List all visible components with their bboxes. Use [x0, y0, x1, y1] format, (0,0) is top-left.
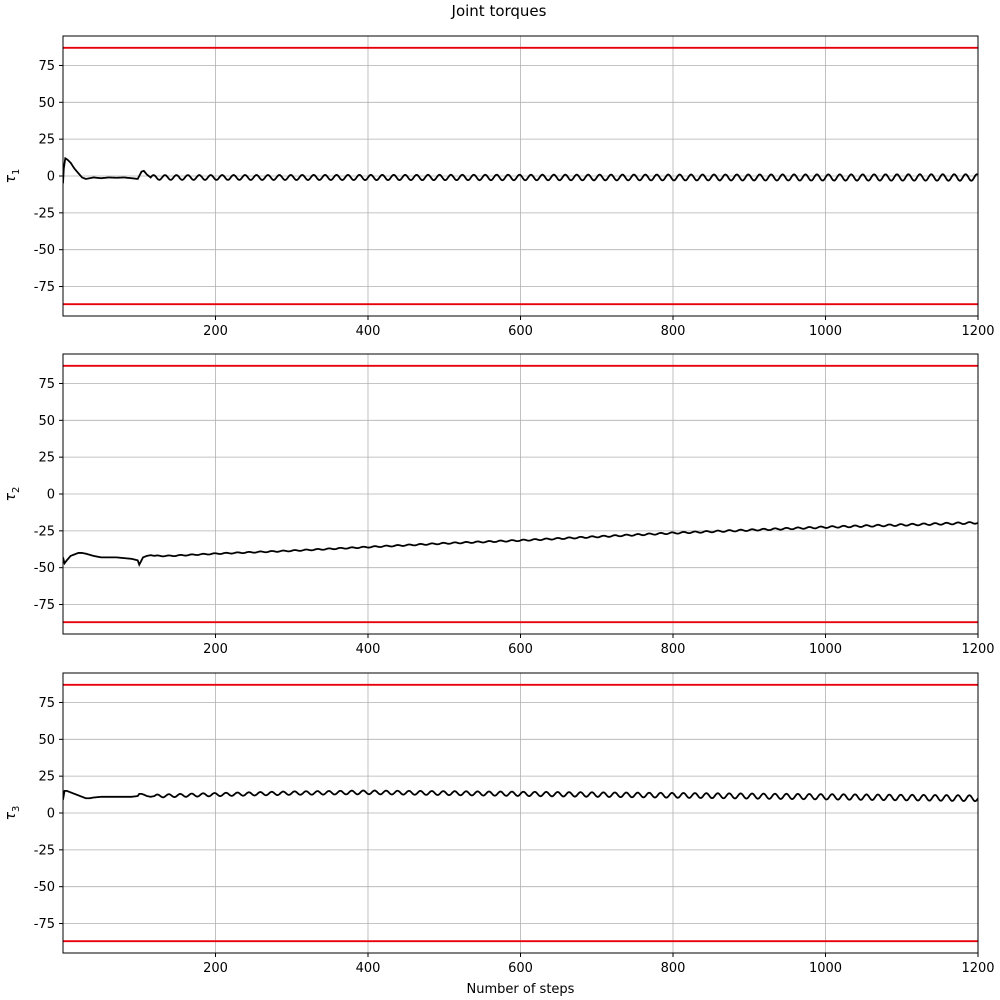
subplot-2: 200 400 600 800 1000 1200 -75 -50 -25 0 25 50 75 τ2: [3, 353, 995, 657]
y-tick-label: -75: [34, 598, 55, 613]
x-tick-label: 400: [356, 324, 381, 339]
x-tick-label: 800: [661, 324, 686, 339]
y-tick-label: -50: [34, 561, 55, 576]
x-tick-label: 200: [203, 961, 228, 976]
y-tick-label: 50: [38, 733, 55, 748]
subplot-1: 200 400 600 800 1000 1200 -75 -50 -25 0 25 50 75 τ1: [3, 35, 995, 339]
subplots: 200 400 600 800 1000 1200-75-50-250255075τ120…: [3, 35, 995, 997]
figure-title: Joint torques: [451, 2, 547, 20]
y-axis-label: τ2: [3, 487, 22, 502]
x-tick-label: 1000: [809, 324, 842, 339]
x-tick-label: 1200: [961, 961, 994, 976]
x-tick-label: 400: [356, 961, 381, 976]
y-tick-label: -25: [34, 206, 55, 221]
x-tick-label: 600: [508, 324, 533, 339]
y-tick-label: 25: [38, 133, 55, 148]
y-tick-label: 0: [47, 170, 55, 185]
y-tick-label: 75: [38, 377, 55, 392]
y-tick-label: 25: [38, 770, 55, 785]
y-tick-label: -50: [34, 243, 55, 258]
subplot-3: 200 400 600 800 1000 1200 -75 -50 -25 0 25 50 75 τ3 Nu…: [3, 672, 995, 997]
x-tick-label: 800: [661, 961, 686, 976]
x-tick-label: 1000: [809, 642, 842, 657]
y-tick-label: -75: [34, 917, 55, 932]
x-tick-label: 800: [661, 642, 686, 657]
torque-series-line: [63, 156, 978, 184]
y-tick-label: 25: [38, 451, 55, 466]
x-tick-label: 400: [356, 642, 381, 657]
x-tick-label: 200: [203, 324, 228, 339]
y-tick-label: 0: [47, 488, 55, 503]
x-tick-label: 600: [508, 961, 533, 976]
x-tick-label: 1000: [809, 961, 842, 976]
x-tick-label: 600: [508, 642, 533, 657]
y-tick-label: 50: [38, 414, 55, 429]
y-tick-label: -50: [34, 880, 55, 895]
y-axis-label: τ1: [3, 169, 22, 184]
x-tick-label: 1200: [961, 324, 994, 339]
y-tick-label: 50: [38, 96, 55, 111]
torque-series-line: [63, 521, 978, 568]
x-tick-label: 1200: [961, 642, 994, 657]
y-tick-label: 0: [47, 807, 55, 822]
y-tick-label: -25: [34, 524, 55, 539]
x-tick-label: 200: [203, 642, 228, 657]
y-tick-label: -75: [34, 280, 55, 295]
x-axis-label: Number of steps: [467, 982, 575, 997]
torque-series-line: [63, 789, 978, 803]
y-tick-label: 75: [38, 696, 55, 711]
y-tick-label: 75: [38, 59, 55, 74]
y-tick-label: -25: [34, 843, 55, 858]
y-axis-label: τ3: [3, 806, 22, 821]
